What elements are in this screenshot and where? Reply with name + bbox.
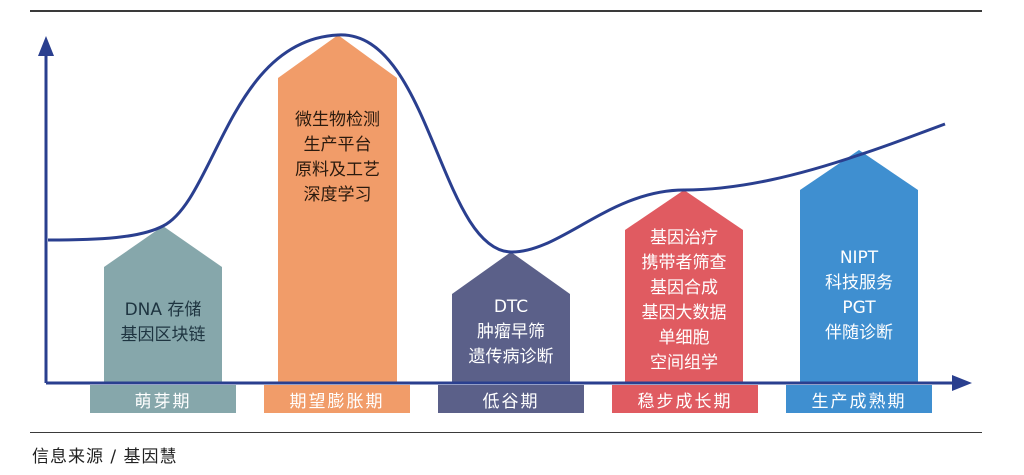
stage-label-slope: 稳步成长期 [612,385,758,413]
stage-label-text: 萌芽期 [134,391,192,412]
stage-text-germination: DNA 存储 基因区块链 [104,285,222,360]
stage-item: 基因区块链 [120,324,206,345]
stage-block-trough [452,252,570,383]
stage-label-plateau: 生产成熟期 [786,385,932,413]
stage-label-text: 期望膨胀期 [289,391,385,412]
stage-text-trough: DTC 肿瘤早筛 遗传病诊断 [452,293,570,371]
stage-item: 肿瘤早筛 [477,321,545,342]
stage-item: 深度学习 [303,185,372,205]
y-axis-arrow [38,36,54,56]
stage-text-peak: 微生物检测 生产平台 原料及工艺 深度学习 [278,108,397,208]
stage-label-text: 稳步成长期 [637,391,733,412]
stage-item: 伴随诊断 [825,323,893,343]
stage-item: 基因大数据 [641,303,727,323]
stage-item: 原料及工艺 [295,160,380,180]
bottom-divider [30,432,982,433]
stage-item: 单细胞 [658,328,710,348]
stage-label-trough: 低谷期 [438,385,584,413]
stage-item: 基因治疗 [650,228,718,248]
stage-block-plateau [800,150,918,383]
stage-label-peak: 期望膨胀期 [264,385,410,413]
hype-curve [47,33,946,254]
stage-item: 微生物检测 [295,110,380,130]
stage-item: 携带者筛查 [641,253,727,273]
stage-item: PGT [842,298,876,318]
stage-block-peak [278,35,397,383]
stage-item: 生产平台 [303,135,372,155]
stage-text-slope: 基因治疗 携带者筛查 基因合成 基因大数据 单细胞 空间组学 [625,226,743,376]
stage-block-slope [625,190,743,383]
stage-item: 科技服务 [825,273,893,293]
stage-label-germination: 萌芽期 [90,385,236,413]
stage-text-plateau: NIPT 科技服务 PGT 伴随诊断 [800,246,918,346]
source-note: 信息来源 / 基因慧 [32,447,178,467]
top-divider [30,10,982,12]
stage-item: 基因合成 [650,278,718,298]
stage-label-text: 生产成熟期 [811,391,907,412]
stage-block-germination [104,226,222,383]
stage-item: DNA 存储 [124,299,202,320]
stage-item: 遗传病诊断 [468,346,554,367]
stage-item: DTC [493,296,529,317]
stage-item: NIPT [839,248,879,268]
stage-label-text: 低谷期 [482,391,540,412]
x-axis-arrow [952,375,972,391]
stage-item: 空间组学 [650,353,718,373]
